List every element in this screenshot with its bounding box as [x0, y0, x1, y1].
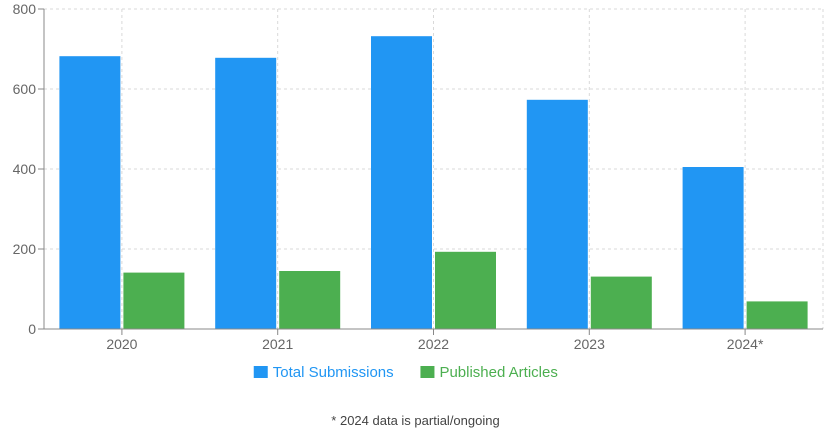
y-tick-label: 200 — [13, 241, 37, 257]
x-tick-label: 2022 — [418, 336, 449, 352]
bar-total-submissions-3 — [526, 99, 588, 329]
x-tick-label: 2020 — [106, 336, 137, 352]
legend-label-published-articles: Published Articles — [439, 364, 557, 381]
bar-total-submissions-1 — [215, 57, 277, 330]
bars — [59, 36, 808, 330]
bar-published-articles-0 — [123, 272, 185, 329]
y-tick-label: 400 — [13, 161, 37, 177]
bar-published-articles-1 — [279, 271, 341, 329]
bar-total-submissions-4 — [682, 167, 744, 329]
y-tick-label: 0 — [28, 321, 36, 337]
tick-labels: 0 200 400 600 800 2020 2021 2022 2023 2024* — [13, 1, 764, 352]
x-tick-label: 2023 — [574, 336, 605, 352]
y-tick-label: 600 — [13, 81, 37, 97]
bar-total-submissions-2 — [371, 36, 432, 329]
y-tick-label: 800 — [13, 1, 37, 17]
x-tick-label: 2021 — [262, 336, 293, 352]
bar-published-articles-3 — [590, 276, 652, 329]
legend-swatch-total-submissions — [253, 366, 268, 378]
legend-label-total-submissions: Total Submissions — [273, 364, 394, 381]
axes — [38, 8, 823, 335]
bar-published-articles-4 — [746, 301, 808, 329]
footnote: * 2024 data is partial/ongoing — [331, 413, 500, 428]
legend: Total Submissions Published Articles — [253, 364, 558, 381]
x-tick-label: 2024* — [727, 336, 764, 352]
bar-total-submissions-0 — [59, 56, 121, 329]
bar-chart: 0 200 400 600 800 2020 2021 2022 2023 2024* Total… — [13, 1, 824, 381]
bar-published-articles-2 — [435, 251, 496, 329]
legend-swatch-published-articles — [420, 366, 435, 378]
